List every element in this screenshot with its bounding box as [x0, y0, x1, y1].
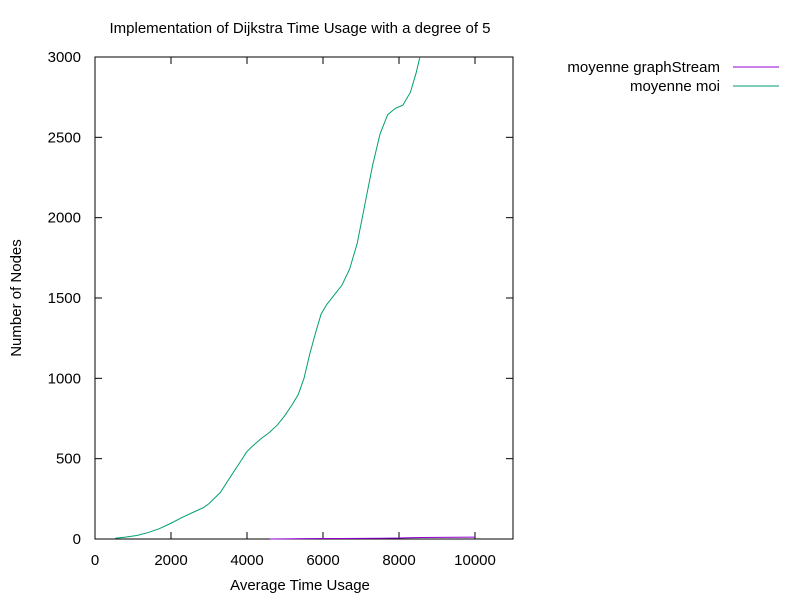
- y-axis: 0 500 1000 1500 2000 2500 3000: [48, 49, 513, 548]
- x-axis: 0 2000 4000 6000 8000 10000: [91, 57, 496, 569]
- y-tick-label: 2500: [48, 129, 81, 146]
- x-axis-title: Average Time Usage: [230, 577, 370, 594]
- plot-frame: [94, 56, 514, 540]
- y-tick-label: 1000: [48, 370, 81, 387]
- series-lines: [115, 56, 476, 540]
- y-tick-label: 1500: [48, 290, 81, 307]
- x-tick-label: 4000: [230, 552, 263, 569]
- y-tick-label: 500: [56, 451, 81, 468]
- y-axis-title: Number of Nodes: [8, 239, 25, 357]
- x-tick-label: 8000: [382, 552, 415, 569]
- y-tick-label: 3000: [48, 49, 81, 66]
- y-tick-label: 0: [73, 531, 81, 548]
- x-tick-label: 6000: [306, 552, 339, 569]
- legend-label-1: moyenne graphStream: [567, 59, 720, 76]
- legend: moyenne graphStream moyenne moi: [567, 59, 779, 95]
- legend-label-2: moyenne moi: [630, 78, 720, 95]
- series-line-1: [269, 536, 476, 540]
- x-tick-label: 10000: [454, 552, 496, 569]
- series-line-2: [115, 56, 421, 539]
- y-tick-label: 2000: [48, 210, 81, 227]
- x-tick-label: 0: [91, 552, 99, 569]
- x-tick-label: 2000: [154, 552, 187, 569]
- chart-title: Implementation of Dijkstra Time Usage wi…: [109, 20, 490, 37]
